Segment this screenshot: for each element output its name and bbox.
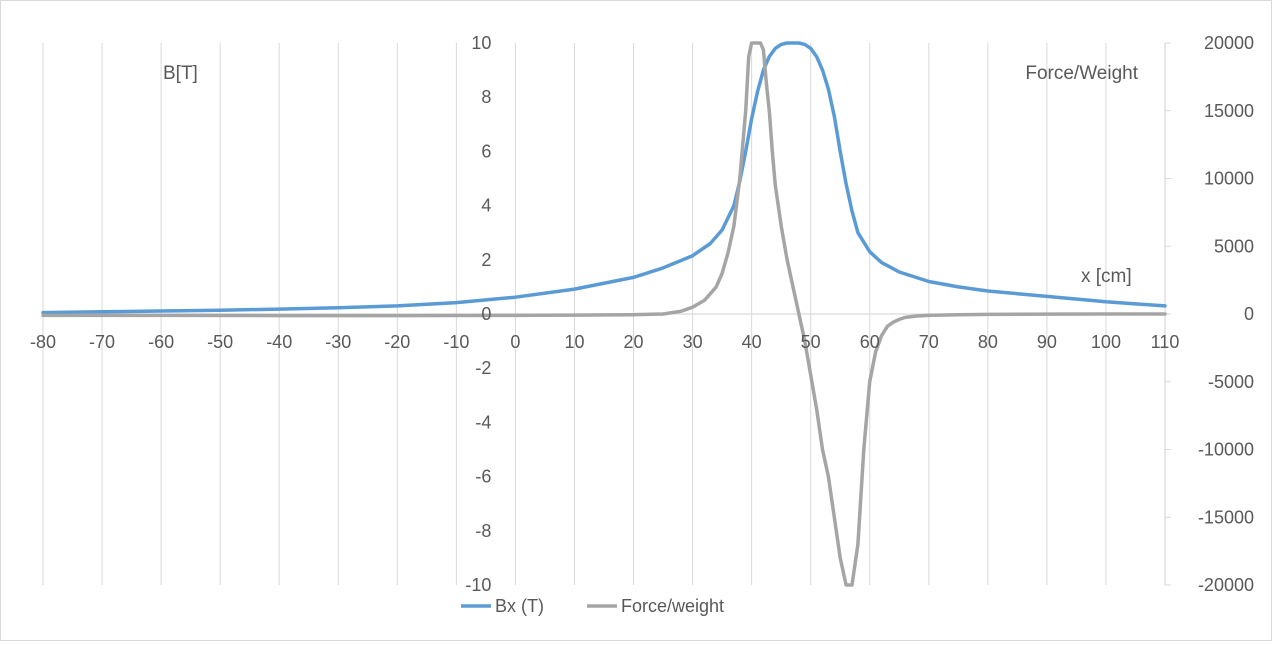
y-right-tick-labels: -20000 -15000 -10000 -5000 0 5000 10000 15000 20… — [1198, 33, 1254, 595]
series-line-force-weight — [41, 41, 1167, 587]
y-left-tick-label: 8 — [481, 87, 491, 107]
y-left-tick-label: 4 — [481, 196, 491, 216]
y-left-tick-label: 0 — [481, 304, 491, 324]
x-tick-label: 60 — [860, 332, 880, 352]
x-tick-label: 100 — [1091, 332, 1121, 352]
legend: Bx (T) Force/weight — [461, 596, 724, 616]
y-right-tick-label: -15000 — [1198, 507, 1254, 527]
legend-label-force: Force/weight — [621, 596, 724, 616]
y-left-tick-label: -2 — [475, 358, 491, 378]
y-right-tick-label: 15000 — [1204, 101, 1254, 121]
x-tick-label: 0 — [510, 332, 520, 352]
x-tick-label: 20 — [624, 332, 644, 352]
y-left-tick-label: -6 — [475, 467, 491, 487]
x-tick-label: -80 — [30, 332, 56, 352]
y-left-axis-title: B[T] — [163, 63, 198, 84]
y-right-tick-label: -10000 — [1198, 440, 1254, 460]
x-tick-label: -60 — [148, 332, 174, 352]
x-tick-label: 80 — [978, 332, 998, 352]
y-right-tick-label: -20000 — [1198, 575, 1254, 595]
x-tick-label: -30 — [325, 332, 351, 352]
y-left-tick-label: -4 — [475, 412, 491, 432]
y-left-tick-label: -8 — [475, 521, 491, 541]
x-tick-label: 10 — [564, 332, 584, 352]
y-right-tick-label: 0 — [1244, 304, 1254, 324]
y-left-tick-label: 6 — [481, 141, 491, 161]
x-tick-label: 30 — [683, 332, 703, 352]
series-line-bx — [41, 41, 1167, 315]
y-right-tick-label: 20000 — [1204, 33, 1254, 53]
y-right-tick-label: 10000 — [1204, 169, 1254, 189]
series-lines — [41, 41, 1167, 587]
y-right-tick-label: 5000 — [1214, 236, 1254, 256]
x-tick-label: 50 — [801, 332, 821, 352]
y-left-tick-label: 2 — [481, 250, 491, 270]
y-right-tick-label: -5000 — [1208, 372, 1254, 392]
y-left-tick-label: -10 — [465, 575, 491, 595]
y-right-axis-title: Force/Weight — [1025, 63, 1138, 84]
legend-label-bx: Bx (T) — [495, 596, 544, 616]
x-tick-label: -10 — [443, 332, 469, 352]
x-tick-label: -40 — [266, 332, 292, 352]
x-tick-label: 110 — [1151, 332, 1180, 352]
x-tick-labels: -80 -70 -60 -50 -40 -30 -20 -10 0 10 20 30 40 50 60 70 8… — [30, 332, 1179, 352]
x-tick-label: -70 — [89, 332, 115, 352]
y-left-tick-label: 10 — [471, 33, 491, 53]
x-tick-label: 70 — [919, 332, 939, 352]
x-tick-label: -20 — [384, 332, 410, 352]
x-axis-title: x [cm] — [1081, 266, 1132, 287]
y-left-tick-labels: -10 -8 -6 -4 -2 0 2 4 6 8 10 — [465, 33, 491, 595]
x-tick-label: 40 — [742, 332, 762, 352]
x-tick-label: -50 — [207, 332, 233, 352]
x-tick-label: 90 — [1037, 332, 1057, 352]
